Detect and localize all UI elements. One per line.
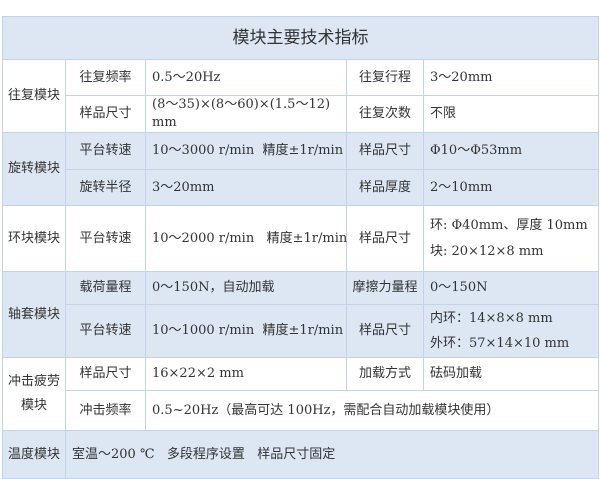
module-name-line2: 模块: [20, 398, 47, 413]
table-row: 平台转速 10～1000 r/min 精度±1r/min 样品尺寸 内环：14×…: [3, 304, 600, 358]
table-row: 冲击频率 0.5~20Hz（最高可达 100Hz，需配合自动加载模块使用）: [3, 390, 600, 431]
param-value: 16×22×2 mm: [145, 357, 347, 391]
param-value: 不限: [422, 95, 600, 133]
table-row: 往复模块 往复频率 0.5～20Hz 往复行程 3～20mm: [2, 59, 600, 133]
param-label: 样品尺寸: [346, 304, 424, 358]
param-value: 0.5~20Hz（最高可达 100Hz，需配合自动加载模块使用）: [144, 390, 600, 431]
outer-ring-size: 外环：57×14×10 mm: [430, 336, 570, 351]
param-label: 样品尺寸: [65, 357, 146, 391]
block-size: 块: 20×12×8 mm: [430, 243, 544, 259]
module-name: 旋转模块: [2, 132, 66, 206]
table-title: 模块主要技术指标: [1, 16, 600, 60]
param-label: 冲击频率: [65, 390, 146, 431]
param-label: 样品尺寸: [346, 205, 424, 272]
param-value: Φ10～Φ53mm: [422, 132, 600, 170]
param-label: 旋转半径: [65, 169, 146, 206]
table-row: 轴套模块 载荷量程 0～150N，自动加载 摩擦力量程 0～150N: [2, 271, 600, 358]
param-value: 10～1000 r/min 精度±1r/min: [145, 304, 347, 358]
ring-size: 环: Φ40mm、厚度 10mm: [430, 217, 588, 233]
param-value: 0.5～20Hz: [145, 59, 347, 96]
table-row: 冲击疲劳 模块 样品尺寸 16×22×2 mm 加载方式 砝码加载: [2, 357, 600, 431]
table-row: 样品尺寸 (8～35)×(8～60)×(1.5～12) mm 往复次数 不限: [3, 95, 600, 133]
spec-table: 模块主要技术指标 往复模块 往复频率 0.5～20Hz 往复行程 3～20mm …: [1, 16, 600, 479]
param-label: 往复行程: [346, 59, 424, 96]
param-label: 平台转速: [65, 304, 146, 358]
table-row: 旋转半径 3～20mm 样品厚度 2～10mm: [3, 169, 600, 206]
module-name: 冲击疲劳 模块: [2, 357, 66, 431]
param-value: 环: Φ40mm、厚度 10mm 块: 20×12×8 mm: [422, 205, 600, 272]
param-value: 内环：14×8×8 mm 外环：57×14×10 mm: [422, 304, 600, 358]
inner-ring-size: 内环：14×8×8 mm: [430, 311, 553, 326]
param-label: 平台转速: [65, 205, 146, 272]
title-row: 模块主要技术指标: [1, 16, 600, 60]
param-label: 样品尺寸: [65, 95, 146, 133]
param-value: 3～20mm: [422, 59, 600, 96]
param-value: 3～20mm: [145, 169, 347, 206]
module-name-line1: 冲击疲劳: [7, 374, 60, 389]
module-name: 往复模块: [2, 59, 66, 133]
param-label: 摩擦力量程: [346, 271, 424, 305]
param-label: 加载方式: [346, 357, 424, 391]
table-row: 环块模块 平台转速 10～2000 r/min 精度±1r/min 样品尺寸 环…: [2, 205, 600, 272]
param-label: 往复频率: [65, 59, 146, 96]
param-value: 室温～200 ℃ 多段程序设置 样品尺寸固定: [64, 430, 600, 479]
table-row: 温度模块 室温～200 ℃ 多段程序设置 样品尺寸固定: [2, 430, 600, 479]
module-name: 轴套模块: [2, 271, 66, 358]
module-name: 环块模块: [2, 205, 66, 272]
param-value: 2～10mm: [422, 169, 600, 206]
param-label: 样品厚度: [346, 169, 424, 206]
param-label: 往复次数: [346, 95, 424, 133]
param-value: 砝码加载: [422, 357, 600, 391]
table-row: 旋转模块 平台转速 10～3000 r/min 精度±1r/min 样品尺寸 Φ…: [2, 132, 600, 206]
param-value: (8～35)×(8～60)×(1.5～12) mm: [145, 95, 347, 133]
module-name: 温度模块: [2, 430, 66, 479]
param-value: 10～2000 r/min 精度±1r/min: [145, 205, 347, 272]
param-label: 平台转速: [65, 132, 146, 170]
param-value: 0～150N: [422, 271, 600, 305]
param-label: 样品尺寸: [346, 132, 424, 170]
param-value: 10～3000 r/min 精度±1r/min: [145, 132, 347, 170]
param-label: 载荷量程: [65, 271, 146, 305]
param-value: 0～150N，自动加载: [145, 271, 347, 305]
